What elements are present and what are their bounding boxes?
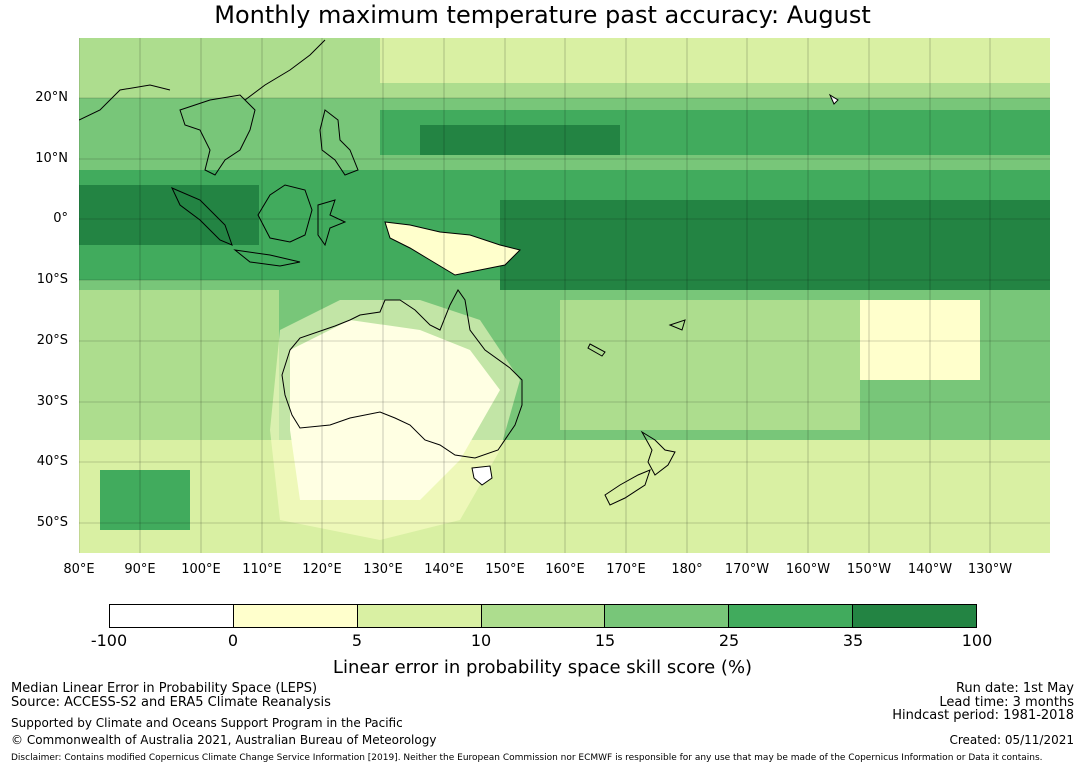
lon-label-130w: 130°W	[967, 562, 1013, 577]
colorbar-tick: 35	[842, 631, 864, 650]
lon-label-180: 180°	[671, 562, 703, 577]
java-coastline	[233, 249, 301, 267]
colorbar-tick: 15	[594, 631, 616, 650]
footer-run-date: Run date: 1st May	[955, 681, 1074, 696]
footer-lead-time: Lead time: 3 months	[939, 695, 1074, 710]
lon-label-140e: 140°E	[424, 562, 464, 577]
band-10n-highest	[420, 125, 620, 155]
lon-label-150e: 150°E	[485, 562, 525, 577]
lon-label-80e: 80°E	[63, 562, 95, 577]
band-south-light	[79, 440, 1050, 553]
colorbar-tick: 10	[470, 631, 492, 650]
colorbar	[109, 604, 977, 628]
india-coastline	[79, 84, 171, 121]
colorbar-segment-3	[481, 605, 606, 627]
footer-copyright: © Commonwealth of Australia 2021, Austra…	[11, 733, 437, 747]
footer-created: Created: 05/11/2021	[949, 733, 1074, 747]
fiji-coastline	[668, 319, 686, 331]
lat-label-0: 0°	[53, 211, 68, 226]
patch-east-light	[860, 300, 980, 380]
colorbar-tick: -100	[90, 631, 128, 650]
lon-label-120e: 120°E	[302, 562, 342, 577]
footer-support: Supported by Climate and Oceans Support …	[11, 716, 403, 730]
new-zealand-south-coastline	[604, 469, 651, 506]
lon-label-150w: 150°W	[846, 562, 892, 577]
colorbar-segment-0	[110, 605, 234, 627]
lat-label-20n: 20°N	[35, 90, 68, 105]
footer-disclaimer: Disclaimer: Contains modified Copernicus…	[11, 753, 1043, 763]
lon-label-130e: 130°E	[363, 562, 403, 577]
lat-label-30s: 30°S	[36, 394, 68, 409]
new-guinea-coastline	[384, 221, 521, 276]
colorbar-segment-6	[853, 605, 977, 627]
lat-label-10s: 10°S	[36, 272, 68, 287]
colorbar-tick: 5	[351, 631, 363, 650]
lat-label-40s: 40°S	[36, 454, 68, 469]
new-zealand-north-coastline	[640, 430, 676, 476]
lon-label-140w: 140°W	[907, 562, 953, 577]
colorbar-tick: 100	[961, 631, 993, 650]
colorbar-tick: 25	[718, 631, 740, 650]
patch-central-moderate	[560, 300, 860, 430]
lon-label-170w: 170°W	[724, 562, 770, 577]
footer-leps-title: Median Linear Error in Probability Space…	[11, 681, 318, 696]
footer-source: Source: ACCESS-S2 and ERA5 Climate Reana…	[11, 695, 331, 710]
colorbar-segment-4	[605, 605, 730, 627]
band-north-light	[380, 38, 1050, 83]
band-equator-highest	[500, 200, 1050, 290]
lon-label-110e: 110°E	[242, 562, 282, 577]
sumatra-coastline	[170, 187, 233, 246]
patch-south-west	[100, 470, 190, 530]
australia-low-skill-edge	[270, 300, 520, 540]
australia-coastline	[281, 289, 523, 459]
sulawesi-coastline	[317, 199, 347, 247]
lon-label-90e: 90°E	[124, 562, 156, 577]
colorbar-segment-2	[357, 605, 482, 627]
hawaii-coastline	[828, 93, 839, 105]
colorbar-segment-1	[233, 605, 358, 627]
lat-label-20s: 20°S	[36, 333, 68, 348]
map-title: Monthly maximum temperature past accurac…	[214, 1, 871, 29]
band-west-equator-highest	[79, 185, 259, 245]
lon-label-170e: 170°E	[606, 562, 646, 577]
lat-label-50s: 50°S	[36, 515, 68, 530]
lat-label-10n: 10°N	[35, 151, 68, 166]
china-coastline	[244, 39, 326, 101]
indochina-coastline	[179, 94, 256, 176]
patch-sw-moderate	[79, 290, 279, 440]
skill-map	[79, 38, 1050, 553]
lon-label-100e: 100°E	[181, 562, 221, 577]
tasmania-coastline	[471, 465, 493, 486]
lon-label-160e: 160°E	[545, 562, 585, 577]
footer-hindcast: Hindcast period: 1981-2018	[892, 708, 1074, 723]
colorbar-tick: 0	[227, 631, 239, 650]
lon-label-160w: 160°W	[785, 562, 831, 577]
new-caledonia-coastline	[587, 343, 606, 357]
colorbar-label: Linear error in probability space skill …	[332, 657, 753, 678]
borneo-coastline	[257, 184, 313, 243]
colorbar-segment-5	[729, 605, 854, 627]
philippines-coastline	[319, 109, 359, 176]
